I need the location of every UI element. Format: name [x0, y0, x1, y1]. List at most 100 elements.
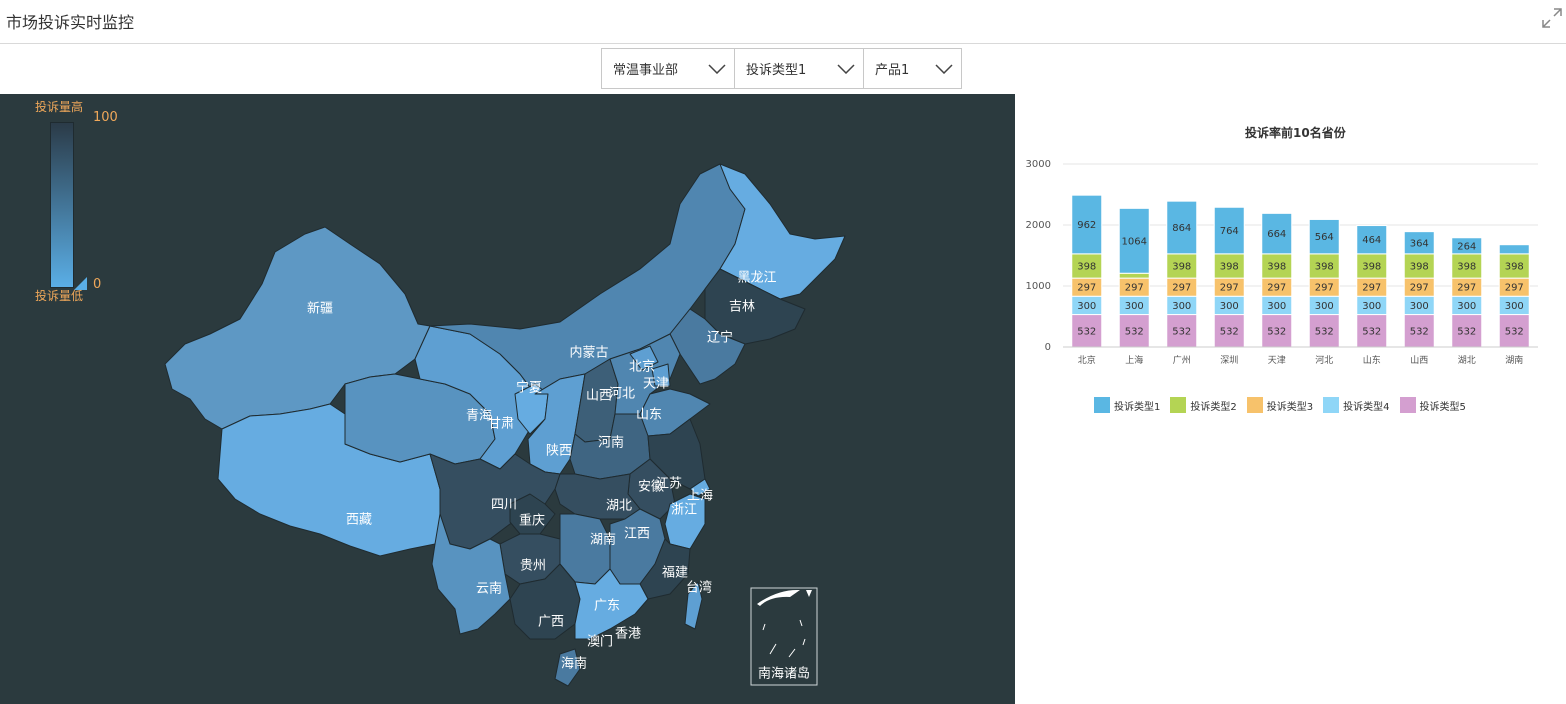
stacked-bar-chart: 0 1000 2000 3000 532 300 297 398 962 北京 532 300 297 1… — [1026, 159, 1538, 366]
china-map[interactable] — [0, 94, 1015, 704]
chart-title: 投诉率前10名省份 — [1245, 126, 1346, 140]
bar-segment[interactable] — [1118, 272, 1150, 279]
division-select[interactable]: 常温事业部 — [601, 48, 735, 89]
product-select-label: 产品1 — [875, 63, 910, 78]
bar-segment[interactable] — [1356, 225, 1388, 255]
bar-segment[interactable] — [1166, 200, 1198, 255]
province-label: 上海 — [686, 488, 714, 504]
bar-segment[interactable] — [1308, 218, 1340, 255]
bar-value-label: 297 — [1505, 283, 1524, 294]
complaint-type-select[interactable]: 投诉类型1 — [734, 48, 864, 89]
bar-segment[interactable] — [1213, 314, 1245, 348]
province-liaoning[interactable] — [669, 308, 746, 385]
south-sea-label: 南海诸岛 — [757, 666, 811, 682]
x-tick-label: 河北 — [1315, 354, 1333, 366]
bar-segment[interactable] — [1213, 253, 1245, 279]
province-label: 广东 — [593, 598, 621, 614]
bar-value-label: 297 — [1077, 283, 1096, 294]
bar-value-label: 764 — [1220, 226, 1239, 237]
province-label: 云南 — [475, 581, 503, 597]
china-map-panel: 投诉量高 100 0 投诉量低 — [0, 94, 1015, 704]
province-heilongjiang[interactable] — [719, 163, 846, 300]
filter-bar: 常温事业部 投诉类型1 产品1 — [601, 48, 962, 89]
product-select[interactable]: 产品1 — [863, 48, 962, 89]
bar-segment[interactable] — [1403, 314, 1435, 348]
legend-gradient-bar[interactable] — [50, 122, 74, 288]
province-taiwan[interactable] — [684, 581, 703, 630]
x-tick-label: 上海 — [1125, 354, 1143, 366]
bar-segment[interactable] — [1118, 207, 1150, 274]
bar-segment[interactable] — [1166, 314, 1198, 348]
province-label: 广西 — [537, 614, 565, 630]
bar-segment[interactable] — [1403, 231, 1435, 255]
bar-segment[interactable] — [1308, 314, 1340, 348]
division-select-label: 常温事业部 — [613, 63, 679, 78]
legend-item-type3[interactable]: 投诉类型3 — [1246, 397, 1313, 413]
province-label: 青海 — [465, 408, 493, 424]
x-tick-label: 广州 — [1173, 354, 1191, 366]
bar-segment[interactable] — [1356, 253, 1388, 279]
bar-segment[interactable] — [1261, 253, 1293, 279]
x-tick-label: 湖北 — [1458, 355, 1476, 366]
bar-value-label: 297 — [1362, 283, 1381, 294]
legend-swatch — [1399, 397, 1416, 413]
bar-segment[interactable] — [1498, 244, 1530, 255]
bar-segment[interactable] — [1071, 194, 1103, 255]
province-zhejiang[interactable] — [664, 493, 706, 550]
bar-value-label: 398 — [1457, 261, 1476, 272]
chevron-down-icon — [708, 63, 726, 74]
bar-segment[interactable] — [1451, 237, 1483, 255]
province-label: 宁夏 — [515, 380, 543, 396]
province-label: 新疆 — [306, 301, 334, 317]
bar-segment[interactable] — [1261, 212, 1293, 255]
legend-item-type5[interactable]: 投诉类型5 — [1399, 397, 1466, 413]
bar-value-label: 297 — [1315, 283, 1334, 294]
province-label: 澳门 — [586, 634, 614, 650]
bar-segment[interactable] — [1308, 253, 1340, 279]
bar-segment[interactable] — [1213, 206, 1245, 255]
bar-value-label: 398 — [1410, 261, 1429, 272]
expand-icon[interactable] — [1540, 6, 1564, 30]
legend-item-type1[interactable]: 投诉类型1 — [1094, 397, 1160, 413]
province-label: 福建 — [661, 565, 689, 581]
chart-legend: 投诉类型1 投诉类型2 投诉类型3 投诉类型4 投诉类型5 — [1094, 397, 1476, 413]
province-label: 山西 — [585, 388, 613, 404]
province-yunnan[interactable] — [431, 513, 511, 635]
province-guangdong[interactable] — [574, 568, 649, 640]
bar-value-label: 300 — [1457, 301, 1476, 312]
x-tick-label: 湖南 — [1505, 354, 1523, 366]
legend-swatch — [1323, 397, 1340, 413]
chevron-down-icon — [837, 63, 855, 74]
x-tick-label: 深圳 — [1220, 355, 1238, 366]
province-hainan[interactable] — [554, 648, 581, 687]
bar-value-label: 398 — [1220, 261, 1239, 272]
legend-item-type2[interactable]: 投诉类型2 — [1170, 397, 1237, 413]
bar-segment[interactable] — [1451, 253, 1483, 279]
province-tianjin[interactable] — [651, 363, 671, 387]
legend-low-label: 投诉量低 — [35, 289, 84, 303]
bar-value-label: 532 — [1315, 326, 1334, 337]
legend-swatch — [1094, 397, 1110, 413]
complaint-type-select-label: 投诉类型1 — [746, 63, 807, 78]
bar-segment[interactable] — [1356, 314, 1388, 348]
province-label: 浙江 — [670, 502, 698, 518]
province-beijing[interactable] — [629, 345, 659, 371]
bar-value-label: 464 — [1362, 235, 1381, 246]
chevron-down-icon — [935, 63, 953, 74]
province-chongqing[interactable] — [509, 493, 556, 535]
bar-value-label: 297 — [1410, 283, 1429, 294]
legend-label: 投诉类型4 — [1343, 401, 1390, 413]
bar-value-label: 864 — [1172, 223, 1191, 234]
legend-slider-handle[interactable] — [74, 277, 87, 290]
province-label: 黑龙江 — [737, 270, 777, 286]
province-label: 贵州 — [519, 558, 547, 574]
bar-segment[interactable] — [1403, 253, 1435, 279]
bar-value-label: 300 — [1362, 301, 1381, 312]
province-label: 山东 — [635, 407, 663, 423]
bar-segment[interactable] — [1261, 314, 1293, 348]
legend-item-type4[interactable]: 投诉类型4 — [1323, 397, 1390, 413]
bar-value-label: 297 — [1125, 283, 1144, 294]
province-shanghai[interactable] — [689, 478, 711, 497]
province-label: 北京 — [628, 359, 656, 375]
bar-value-label: 300 — [1315, 301, 1334, 312]
